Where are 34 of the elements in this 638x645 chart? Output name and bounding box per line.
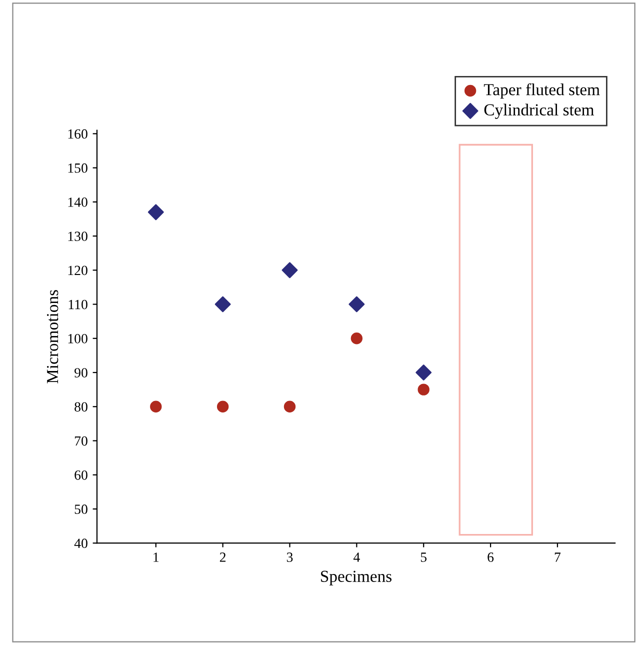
- point: [416, 364, 432, 380]
- legend-label: Taper fluted stem: [484, 83, 600, 99]
- y-tick-label: 90: [74, 368, 88, 378]
- y-tick-label: 80: [74, 402, 88, 412]
- point: [418, 384, 430, 396]
- y-axis-title: Micromotions: [46, 290, 58, 384]
- point: [214, 296, 231, 312]
- y-tick-label: 160: [68, 129, 88, 139]
- x-tick-label: 5: [420, 552, 427, 562]
- point: [148, 204, 164, 220]
- y-tick-label: 140: [68, 198, 88, 207]
- y-tick-label: 60: [74, 470, 88, 480]
- y-tick-label: 40: [74, 538, 88, 548]
- x-tick-label: 1: [154, 552, 159, 562]
- point: [350, 332, 363, 344]
- x-tick-label: 3: [286, 552, 293, 562]
- y-tick-label: 130: [68, 232, 88, 242]
- y-tick-label: 50: [74, 504, 88, 514]
- x-tick-label: 6: [488, 552, 494, 562]
- x-tick-label: 2: [220, 552, 226, 562]
- point: [348, 296, 365, 312]
- y-tick-label: 110: [68, 300, 88, 310]
- point: [216, 400, 229, 412]
- y-tick-label: 70: [74, 436, 88, 446]
- point: [284, 400, 296, 412]
- x-axis-title: Specimens: [321, 570, 392, 586]
- y-tick-label: 150: [68, 163, 88, 173]
- y-tick-label: 100: [68, 334, 88, 344]
- x-tick-label: 7: [554, 552, 561, 562]
- y-tick-label: 120: [68, 266, 88, 276]
- point: [282, 262, 298, 278]
- legend-label: Cylindrical stem: [484, 104, 594, 119]
- x-tick-label: 4: [353, 552, 360, 562]
- point: [150, 400, 162, 412]
